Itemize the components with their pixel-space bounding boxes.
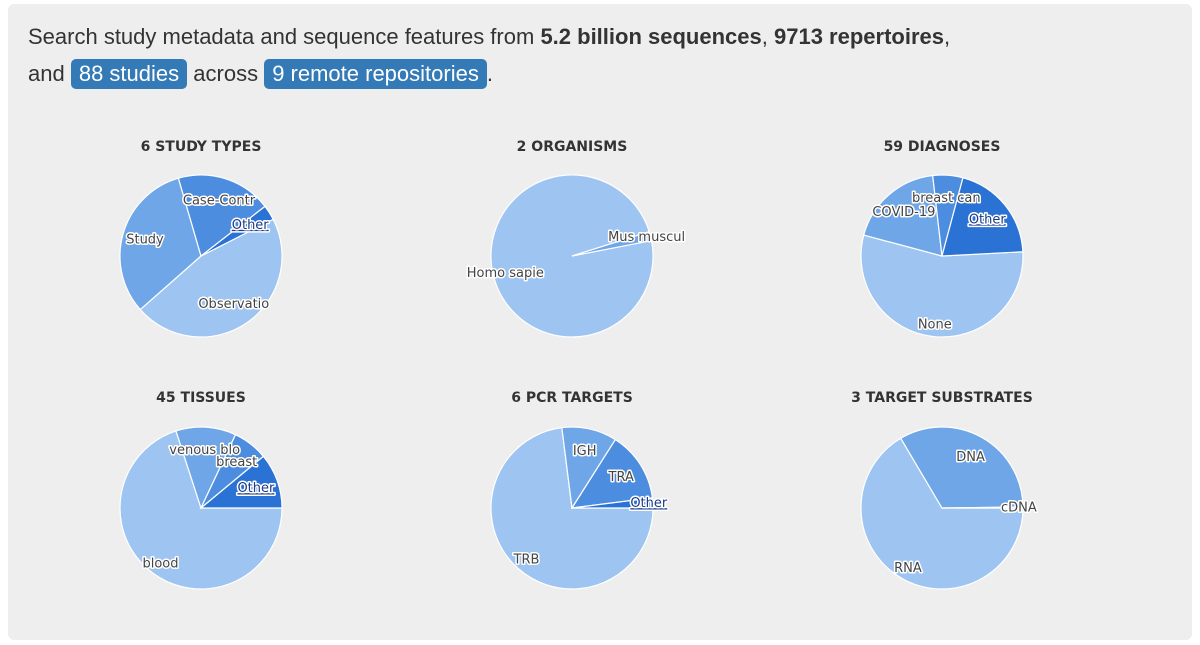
pie-label-breast: breast bbox=[216, 455, 257, 470]
chart-title-organisms: 2 ORGANISMS bbox=[516, 139, 628, 155]
repositories-button[interactable]: 9 remote repositories bbox=[264, 59, 487, 89]
pie-label-study: Study bbox=[126, 233, 164, 248]
pie-chart-pcr-targets[interactable]: TRB IGH TRA Other bbox=[452, 408, 692, 608]
pie-label-other[interactable]: Other bbox=[236, 480, 277, 498]
pie-label-dna: DNA bbox=[956, 450, 985, 465]
intro-text: Search study metadata and sequence featu… bbox=[28, 18, 1148, 92]
repertoire-count: 9713 repertoires bbox=[774, 24, 944, 49]
pie-label-observatio: Observatio bbox=[198, 297, 269, 312]
pie-label-venous-blo: venous blo bbox=[169, 443, 240, 458]
pie-slice-observatio[interactable] bbox=[139, 218, 283, 338]
pie-label-igh: IGH bbox=[573, 444, 597, 459]
pie-slice-none[interactable] bbox=[860, 234, 1024, 338]
pie-label-tra: TRA bbox=[608, 470, 634, 485]
pie-slice-other[interactable] bbox=[199, 455, 283, 509]
intro-prefix: Search study metadata and sequence featu… bbox=[28, 24, 535, 49]
pie-slice-other[interactable] bbox=[571, 497, 654, 509]
chart-title-tissues: 45 TISSUES bbox=[156, 390, 246, 406]
chart-title-study-types: 6 STUDY TYPES bbox=[140, 139, 262, 155]
pie-label-blood: blood bbox=[142, 557, 178, 572]
pie-slice-case-contr[interactable] bbox=[177, 174, 266, 258]
pie-slice-mus-muscul[interactable] bbox=[571, 230, 653, 257]
intro-across: across bbox=[193, 61, 259, 86]
pie-label-none: None bbox=[918, 318, 952, 333]
pie-label-rna: RNA bbox=[894, 561, 922, 576]
pie-label-covid-19: COVID-19 bbox=[872, 205, 935, 220]
pie-slice-venous-blo[interactable] bbox=[175, 426, 237, 510]
pie-slice-rna[interactable] bbox=[860, 437, 1024, 590]
chart-title-target-substrates: 3 TARGET SUBSTRATES bbox=[851, 390, 1033, 406]
pie-label-other[interactable]: Other bbox=[967, 211, 1008, 229]
pie-slice-tra[interactable] bbox=[570, 438, 654, 509]
intro-comma: , bbox=[761, 24, 768, 49]
pie-slice-covid-19[interactable] bbox=[863, 174, 943, 257]
pie-slice-study[interactable] bbox=[119, 177, 202, 311]
pie-label-cdna: cDNA bbox=[1001, 501, 1037, 516]
pie-chart-organisms[interactable]: Homo sapie Mus muscul bbox=[452, 156, 692, 356]
pie-label-homo-sapie: Homo sapie bbox=[467, 266, 544, 281]
intro-comma-2: , bbox=[944, 24, 951, 49]
pie-label-case-contr: Case-Contr bbox=[183, 194, 256, 209]
pie-slice-other[interactable] bbox=[941, 177, 1024, 257]
intro-and: and bbox=[28, 61, 65, 86]
sequence-count: 5.2 billion sequences bbox=[540, 24, 762, 49]
pie-slice-dna[interactable] bbox=[899, 426, 1024, 509]
pie-chart-target-substrates[interactable]: RNA DNA cDNA bbox=[822, 408, 1062, 608]
pie-label-trb: TRB bbox=[513, 553, 540, 568]
pie-label-mus-muscul: Mus muscul bbox=[608, 230, 685, 245]
intro-period: . bbox=[486, 61, 493, 86]
pie-slice-other[interactable] bbox=[200, 205, 274, 257]
pie-slice-cdna[interactable] bbox=[941, 506, 1024, 509]
pie-label-breast-can: breast can bbox=[912, 191, 981, 206]
pie-label-other[interactable]: Other bbox=[629, 495, 670, 513]
pie-slice-blood[interactable] bbox=[119, 430, 283, 590]
pie-chart-study-types[interactable]: Observatio Study Case-Contr Other bbox=[81, 156, 321, 356]
chart-title-pcr-targets: 6 PCR TARGETS bbox=[511, 390, 633, 406]
chart-title-diagnoses: 59 DIAGNOSES bbox=[883, 139, 1001, 155]
studies-button[interactable]: 88 studies bbox=[70, 59, 188, 89]
pie-label-other[interactable]: Other bbox=[230, 216, 271, 234]
